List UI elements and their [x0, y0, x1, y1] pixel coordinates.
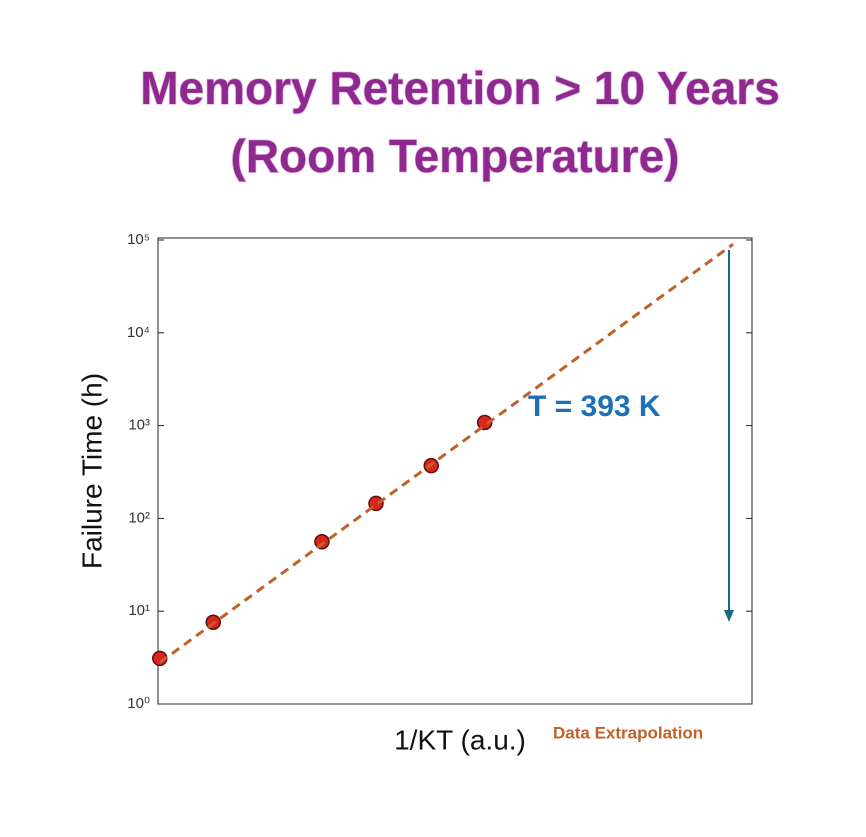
- annotation-arrowhead: [724, 610, 734, 622]
- annotation: T = 393 K: [528, 390, 661, 423]
- y-tick-label: 10²: [128, 509, 150, 526]
- chart-title: (Room Temperature): [231, 130, 680, 182]
- data-point: [476, 414, 493, 431]
- y-tick-label: 10⁰: [127, 695, 150, 712]
- y-tick-label: 10³: [128, 417, 150, 434]
- y-axis-label: Failure Time (h): [76, 373, 107, 569]
- fit-line: [158, 243, 734, 664]
- chart-title: Memory Retention > 10 Years: [140, 62, 780, 114]
- y-tick-label: 10¹: [128, 602, 150, 619]
- y-tick-label: 10⁴: [127, 324, 150, 341]
- x-axis-label: 1/KT (a.u.): [394, 724, 526, 755]
- y-tick-label: 10⁵: [127, 231, 150, 248]
- legend-label: Data Extrapolation: [553, 723, 703, 742]
- plot-frame: [157, 237, 753, 705]
